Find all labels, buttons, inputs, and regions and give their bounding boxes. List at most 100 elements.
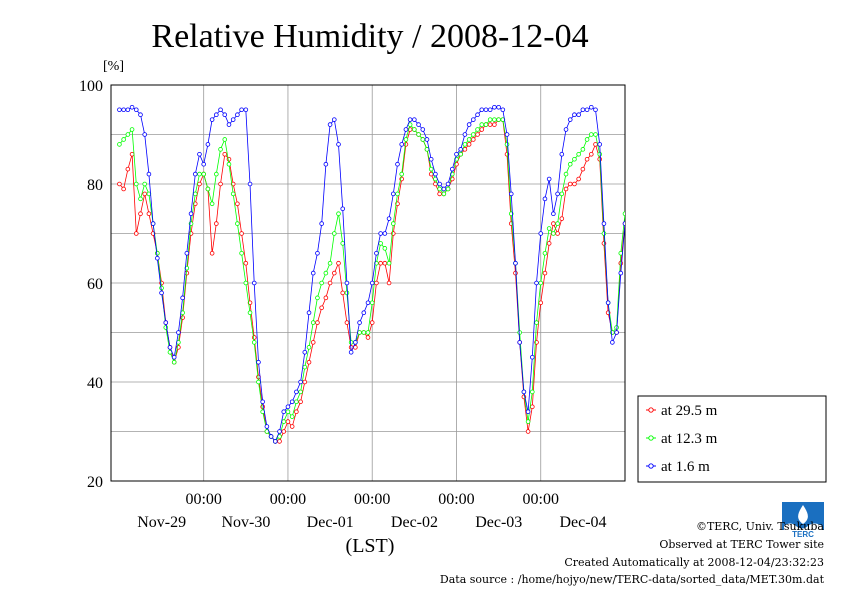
data-point bbox=[622, 211, 625, 216]
data-point bbox=[462, 142, 468, 147]
data-point bbox=[622, 221, 625, 226]
data-point bbox=[428, 156, 434, 162]
data-point bbox=[563, 171, 569, 177]
data-point bbox=[521, 389, 527, 395]
data-point bbox=[146, 211, 152, 217]
data-point bbox=[138, 211, 143, 217]
data-point bbox=[534, 320, 539, 325]
data-point bbox=[323, 270, 329, 276]
data-point bbox=[567, 117, 573, 122]
data-point bbox=[483, 107, 489, 113]
data-point bbox=[584, 107, 590, 113]
data-point bbox=[487, 117, 493, 122]
data-point bbox=[471, 132, 476, 137]
data-point bbox=[640, 182, 644, 186]
data-point bbox=[302, 364, 308, 370]
y-tick-labels: 20 40 60 80 100 bbox=[79, 78, 103, 491]
data-point bbox=[525, 429, 531, 434]
data-point bbox=[605, 300, 611, 306]
data-point bbox=[155, 255, 160, 261]
data-point bbox=[323, 161, 329, 167]
data-point bbox=[306, 345, 312, 350]
data-point bbox=[121, 137, 126, 142]
credit-copyright: ©TERC, Univ. Tsukuba bbox=[695, 520, 824, 533]
data-point bbox=[559, 152, 565, 157]
data-point bbox=[487, 122, 493, 127]
data-point bbox=[374, 280, 379, 286]
legend-label: at 12.3 m bbox=[661, 431, 718, 447]
data-point bbox=[593, 132, 598, 137]
data-point bbox=[336, 260, 341, 266]
data-point bbox=[580, 147, 586, 152]
data-point bbox=[277, 429, 282, 434]
data-point bbox=[167, 345, 173, 350]
data-point bbox=[129, 104, 135, 110]
x-tick-time: 00:00 bbox=[354, 491, 390, 508]
data-point bbox=[580, 107, 586, 113]
data-point bbox=[627, 182, 631, 186]
data-point bbox=[610, 340, 615, 345]
y-tick-label: 60 bbox=[87, 276, 103, 293]
legend-label: at 1.6 m bbox=[661, 459, 710, 475]
data-point bbox=[218, 147, 223, 152]
data-point bbox=[462, 132, 468, 137]
data-point bbox=[563, 127, 569, 132]
data-point bbox=[142, 132, 148, 137]
data-point bbox=[517, 330, 522, 335]
data-point bbox=[281, 429, 287, 434]
y-tick-label: 80 bbox=[87, 177, 103, 194]
data-point bbox=[530, 404, 535, 410]
data-point bbox=[268, 434, 274, 439]
data-point bbox=[133, 181, 139, 187]
plot-frame bbox=[110, 84, 626, 482]
data-point bbox=[567, 161, 573, 167]
data-point bbox=[319, 221, 324, 226]
data-point bbox=[525, 409, 531, 415]
legend-swatch-marker bbox=[648, 407, 654, 413]
data-point bbox=[197, 181, 202, 187]
data-point bbox=[504, 132, 510, 137]
data-point bbox=[369, 320, 375, 325]
data-point bbox=[513, 260, 518, 266]
data-point bbox=[180, 295, 185, 301]
data-point bbox=[155, 251, 160, 256]
data-point bbox=[327, 260, 333, 266]
data-point bbox=[289, 424, 295, 429]
data-point bbox=[289, 399, 295, 405]
data-point bbox=[597, 152, 603, 157]
data-point bbox=[369, 280, 375, 286]
data-point bbox=[441, 191, 447, 197]
data-point bbox=[247, 310, 253, 316]
data-point bbox=[302, 379, 308, 385]
grid bbox=[111, 85, 625, 481]
data-point bbox=[310, 270, 316, 276]
legend-label: at 29.5 m bbox=[661, 403, 718, 419]
data-point bbox=[365, 330, 371, 335]
data-point bbox=[306, 310, 312, 316]
data-point bbox=[627, 182, 631, 186]
data-point bbox=[218, 181, 223, 187]
data-point bbox=[504, 142, 510, 147]
x-tick-date: Dec-01 bbox=[307, 514, 354, 531]
data-point bbox=[298, 399, 303, 405]
data-point bbox=[171, 359, 177, 365]
data-point bbox=[129, 152, 135, 157]
data-point bbox=[336, 142, 341, 147]
data-point bbox=[382, 246, 388, 251]
data-point bbox=[433, 171, 438, 177]
data-point bbox=[209, 251, 215, 256]
data-point bbox=[150, 221, 156, 226]
data-point bbox=[369, 300, 375, 306]
data-point bbox=[475, 112, 480, 117]
data-point bbox=[117, 142, 122, 147]
data-point bbox=[205, 142, 211, 147]
data-point bbox=[142, 181, 148, 187]
data-point bbox=[424, 147, 430, 152]
data-point bbox=[323, 295, 329, 301]
data-point bbox=[546, 226, 552, 231]
data-point bbox=[327, 280, 333, 286]
credit-created: Created Automatically at 2008-12-04/23:3… bbox=[564, 556, 824, 569]
data-point bbox=[340, 290, 346, 296]
data-point bbox=[129, 127, 135, 132]
data-point bbox=[331, 231, 337, 236]
